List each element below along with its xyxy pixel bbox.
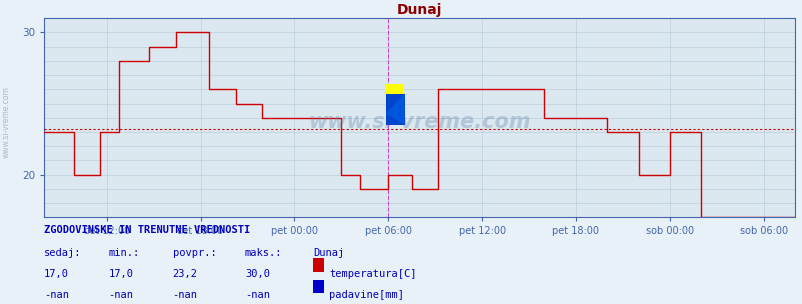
Text: maks.:: maks.:: [245, 248, 282, 258]
Title: Dunaj: Dunaj: [396, 3, 442, 17]
Text: -nan: -nan: [108, 290, 133, 300]
Text: 17,0: 17,0: [44, 269, 69, 279]
Text: temperatura[C]: temperatura[C]: [329, 269, 416, 279]
Polygon shape: [385, 94, 404, 125]
Text: sedaj:: sedaj:: [44, 248, 82, 258]
Text: povpr.:: povpr.:: [172, 248, 216, 258]
Text: -nan: -nan: [44, 290, 69, 300]
Text: www.si-vreme.com: www.si-vreme.com: [308, 112, 530, 132]
Text: padavine[mm]: padavine[mm]: [329, 290, 403, 300]
Text: min.:: min.:: [108, 248, 140, 258]
Text: -nan: -nan: [172, 290, 197, 300]
Text: www.si-vreme.com: www.si-vreme.com: [2, 86, 11, 157]
Text: ZGODOVINSKE IN TRENUTNE VREDNOSTI: ZGODOVINSKE IN TRENUTNE VREDNOSTI: [44, 225, 250, 235]
Bar: [384, 84, 403, 109]
Polygon shape: [385, 94, 404, 125]
Text: 17,0: 17,0: [108, 269, 133, 279]
Text: 23,2: 23,2: [172, 269, 197, 279]
Text: -nan: -nan: [245, 290, 269, 300]
Text: 30,0: 30,0: [245, 269, 269, 279]
Text: Dunaj: Dunaj: [313, 248, 344, 258]
